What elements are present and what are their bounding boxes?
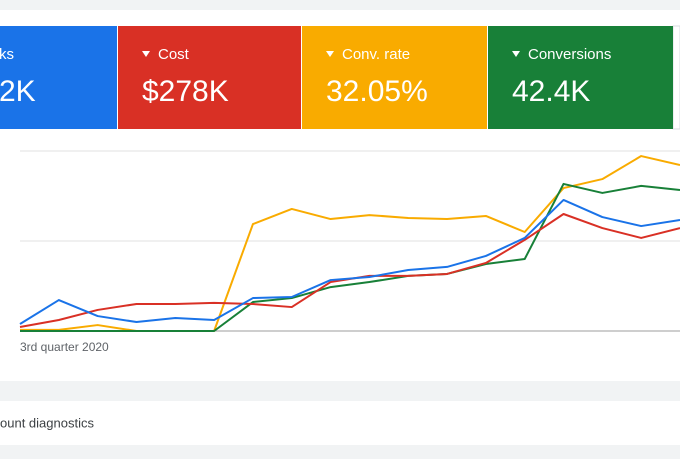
diagnostics-row [0, 401, 680, 445]
card-label: ks [0, 46, 14, 63]
dropdown-arrow [512, 51, 520, 57]
card-value: 42.4K [512, 75, 590, 108]
diagnostics-label: ount diagnostics [0, 415, 94, 430]
card-value: 32.05% [326, 75, 428, 108]
metric-card[interactable] [302, 26, 487, 129]
separator [0, 381, 680, 401]
dropdown-arrow [326, 51, 334, 57]
card-label: Cost [158, 46, 190, 63]
metric-card[interactable] [118, 26, 301, 129]
card-edge [672, 25, 680, 130]
series-line [19, 198, 680, 325]
top-band [0, 0, 680, 10]
card-label: Conv. rate [342, 46, 410, 63]
card-value: $278K [142, 75, 229, 108]
bottom-band [0, 445, 680, 459]
series-line [20, 182, 680, 332]
metric-card[interactable] [488, 26, 673, 129]
metric-card[interactable] [0, 26, 117, 129]
card-label: Conversions [528, 46, 611, 63]
dropdown-arrow [142, 51, 150, 57]
x-tick-label: 3rd quarter 2020 [20, 340, 109, 354]
card-value: 2K [0, 75, 36, 108]
